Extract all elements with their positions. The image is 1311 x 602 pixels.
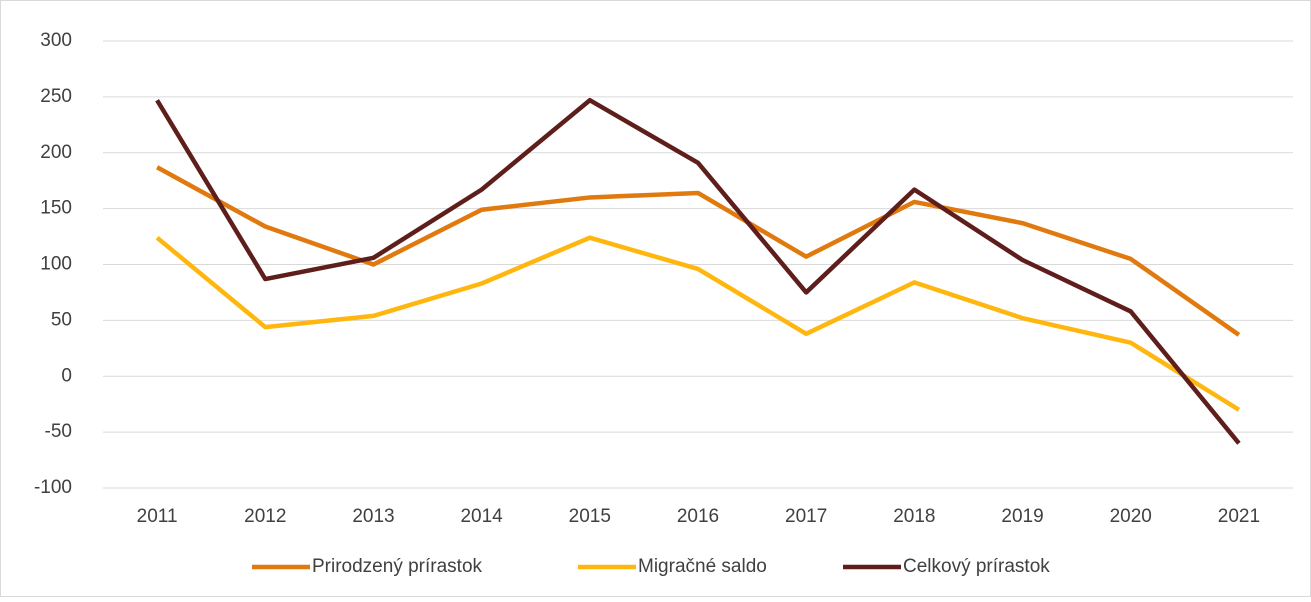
- y-tick-label: 250: [40, 86, 72, 107]
- x-tick-label: 2019: [1001, 506, 1043, 527]
- legend-label: Prirodzený prírastok: [312, 556, 483, 577]
- legend-label: Celkový prírastok: [903, 556, 1050, 577]
- x-tick-label: 2020: [1110, 506, 1152, 527]
- y-tick-label: 200: [40, 142, 72, 163]
- series-line: [155, 97, 1241, 445]
- x-tick-label: 2012: [244, 506, 286, 527]
- x-tick-label: 2021: [1218, 506, 1260, 527]
- y-tick-label: 300: [40, 30, 72, 51]
- y-tick-label: 0: [61, 365, 72, 386]
- y-tick-label: -50: [45, 421, 72, 442]
- x-tick-label: 2015: [569, 506, 611, 527]
- series-line: [156, 165, 1241, 337]
- y-tick-label: 50: [51, 309, 72, 330]
- y-tick-label: 100: [40, 254, 72, 275]
- x-tick-label: 2013: [352, 506, 394, 527]
- y-tick-label: -100: [34, 477, 72, 498]
- x-tick-label: 2011: [137, 506, 178, 527]
- x-tick-label: 2017: [785, 506, 827, 527]
- series-line: [155, 235, 1241, 412]
- x-tick-label: 2018: [893, 506, 935, 527]
- y-tick-label: 150: [40, 198, 72, 219]
- x-tick-label: 2014: [460, 506, 503, 527]
- legend-label: Migračné saldo: [638, 556, 767, 577]
- x-tick-label: 2016: [677, 506, 719, 527]
